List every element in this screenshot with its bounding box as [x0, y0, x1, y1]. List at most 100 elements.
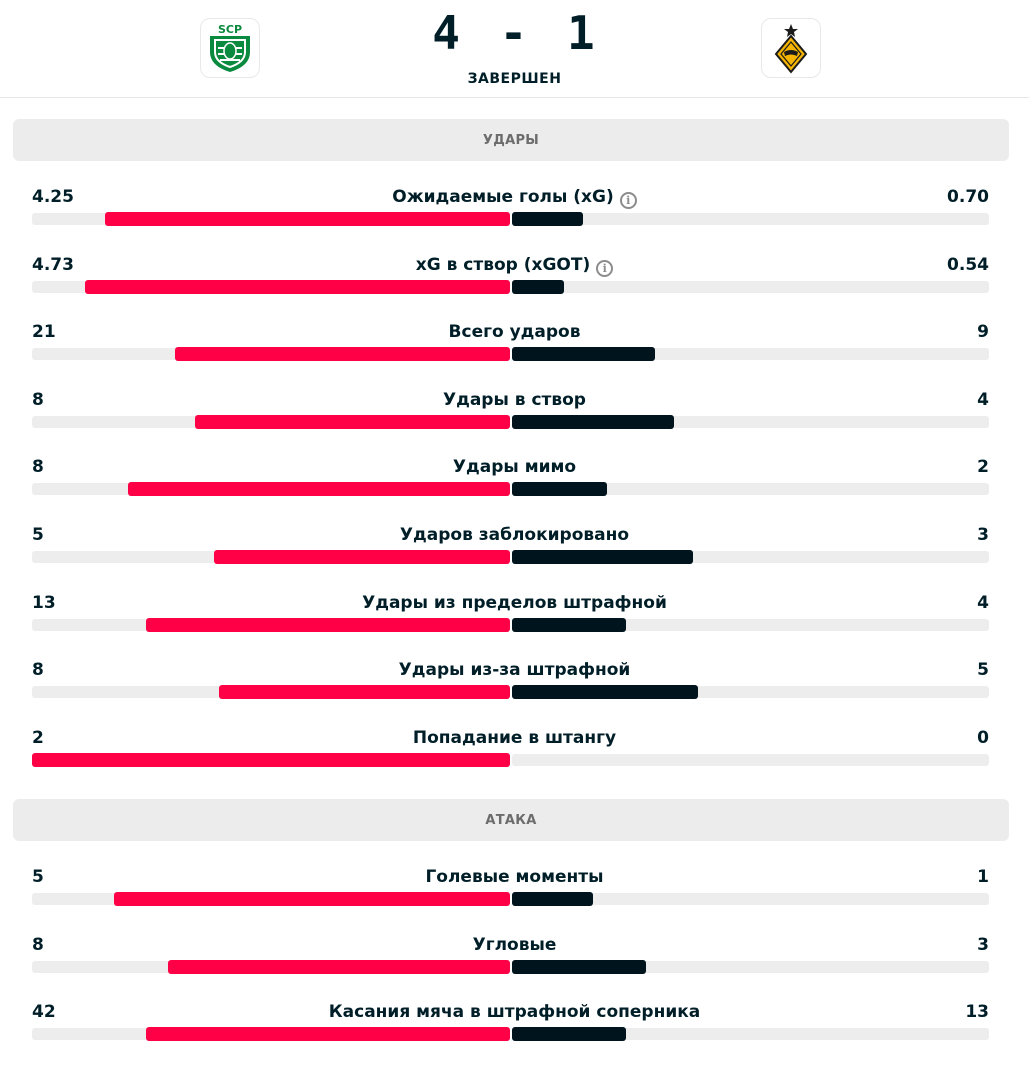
away-value: 1: [977, 867, 989, 887]
away-team-logo[interactable]: [761, 18, 821, 78]
home-bar-fill: [85, 280, 510, 294]
home-value: 2: [32, 728, 44, 748]
away-value: 5: [977, 660, 989, 680]
home-bar-fill: [218, 685, 510, 699]
stat-label: Попадание в штангу: [0, 726, 1029, 750]
away-value: 3: [977, 525, 989, 545]
stat-label: Голевые моменты: [0, 865, 1029, 889]
away-bar-fill: [512, 347, 656, 361]
stat-label: Ожидаемые голы (xG) i: [0, 185, 1029, 209]
home-value: 4.73: [32, 255, 74, 275]
home-bar-track: [32, 1027, 510, 1041]
home-bar-track: [32, 415, 510, 429]
stat-label: Угловые: [0, 933, 1029, 957]
away-bar-fill: [512, 685, 698, 699]
stat-row: 13 Удары из пределов штрафной 4: [0, 591, 1029, 641]
info-icon[interactable]: i: [619, 192, 637, 209]
stat-row: 5 Голевые моменты 1: [0, 865, 1029, 915]
home-team-logo[interactable]: SCP: [200, 18, 260, 78]
stat-label-text: Удары из пределов штрафной: [362, 593, 667, 613]
away-bar-track: [512, 347, 989, 361]
match-score: 4 - 1: [0, 6, 1029, 60]
match-status: ЗАВЕРШЕН: [467, 71, 562, 87]
stat-label: Удары мимо: [0, 455, 1029, 479]
stat-label-text: xG в створ (xGOT): [415, 255, 591, 275]
home-value: 5: [32, 525, 44, 545]
away-value: 0.70: [947, 187, 989, 207]
away-bar-fill: [512, 618, 626, 632]
stat-label-text: Касания мяча в штрафной соперника: [328, 1002, 701, 1022]
stat-label-text: Ударов заблокировано: [399, 525, 630, 545]
stat-label-text: Ожидаемые голы (xG): [392, 187, 614, 207]
home-value: 8: [32, 457, 44, 477]
stat-label: Касания мяча в штрафной соперника: [0, 1000, 1029, 1024]
match-header: SCP 4 - 1 ЗАВЕРШЕН: [0, 0, 1029, 98]
home-score: 4: [432, 6, 462, 60]
away-bar-fill: [512, 212, 584, 226]
home-bar-track: [32, 618, 510, 632]
home-bar-track: [32, 347, 510, 361]
home-bar-fill: [167, 960, 510, 974]
stat-label: Всего ударов: [0, 320, 1029, 344]
home-value: 8: [32, 390, 44, 410]
home-bar-track: [32, 212, 510, 226]
home-bar-fill: [145, 618, 510, 632]
sporting-crest-icon: SCP: [210, 23, 250, 72]
home-bar-fill: [195, 415, 510, 429]
stat-row: 2 Попадание в штангу 0: [0, 726, 1029, 776]
home-bar-fill: [175, 347, 510, 361]
away-bar-track: [512, 685, 989, 699]
home-value: 8: [32, 660, 44, 680]
stat-label-text: Удары в створ: [443, 390, 586, 410]
away-value: 4: [977, 593, 989, 613]
away-score: 1: [567, 6, 597, 60]
home-bar-fill: [145, 1027, 510, 1041]
stat-label-text: Всего ударов: [448, 322, 581, 342]
away-bar-track: [512, 618, 989, 632]
away-bar-track: [512, 1027, 989, 1041]
away-bar-track: [512, 754, 989, 766]
away-bar-track: [512, 892, 989, 906]
svg-text:SCP: SCP: [218, 23, 242, 36]
home-value: 5: [32, 867, 44, 887]
away-value: 0.54: [947, 255, 989, 275]
home-bar-track: [32, 685, 510, 699]
stat-row: 8 Удары мимо 2: [0, 455, 1029, 505]
away-bar-track: [512, 212, 989, 226]
stat-label: xG в створ (xGOT) i: [0, 253, 1029, 277]
home-value: 13: [32, 593, 56, 613]
stat-row: 8 Удары из-за штрафной 5: [0, 658, 1029, 708]
stat-row: 42 Касания мяча в штрафной соперника 13: [0, 1000, 1029, 1050]
info-icon[interactable]: i: [596, 260, 614, 277]
away-value: 13: [965, 1002, 989, 1022]
away-value: 2: [977, 457, 989, 477]
score-separator: -: [499, 6, 530, 60]
home-bar-fill: [214, 550, 510, 564]
home-bar-track: [32, 753, 510, 767]
section-header: АТАКА: [13, 799, 1009, 841]
away-value: 3: [977, 935, 989, 955]
away-bar-track: [512, 550, 989, 564]
stat-row: 4.73 xG в створ (xGOT) i 0.54: [0, 253, 1029, 303]
stat-label: Ударов заблокировано: [0, 523, 1029, 547]
stat-row: 4.25 Ожидаемые голы (xG) i 0.70: [0, 185, 1029, 235]
away-value: 4: [977, 390, 989, 410]
away-bar-track: [512, 960, 989, 974]
home-value: 4.25: [32, 187, 74, 207]
stat-label-text: Голевые моменты: [425, 867, 604, 887]
away-bar-fill: [512, 280, 564, 294]
away-bar-fill: [512, 550, 693, 564]
away-bar-track: [512, 280, 989, 294]
stat-label: Удары из пределов штрафной: [0, 591, 1029, 615]
home-bar-fill: [127, 482, 510, 496]
stat-label-text: Угловые: [472, 935, 557, 955]
stat-label: Удары в створ: [0, 388, 1029, 412]
stat-row: 8 Угловые 3: [0, 933, 1029, 983]
home-bar-fill: [114, 892, 510, 906]
stat-row: 21 Всего ударов 9: [0, 320, 1029, 370]
home-bar-track: [32, 280, 510, 294]
home-bar-track: [32, 892, 510, 906]
home-bar-fill: [32, 753, 510, 767]
away-bar-fill: [512, 482, 608, 496]
home-bar-track: [32, 550, 510, 564]
